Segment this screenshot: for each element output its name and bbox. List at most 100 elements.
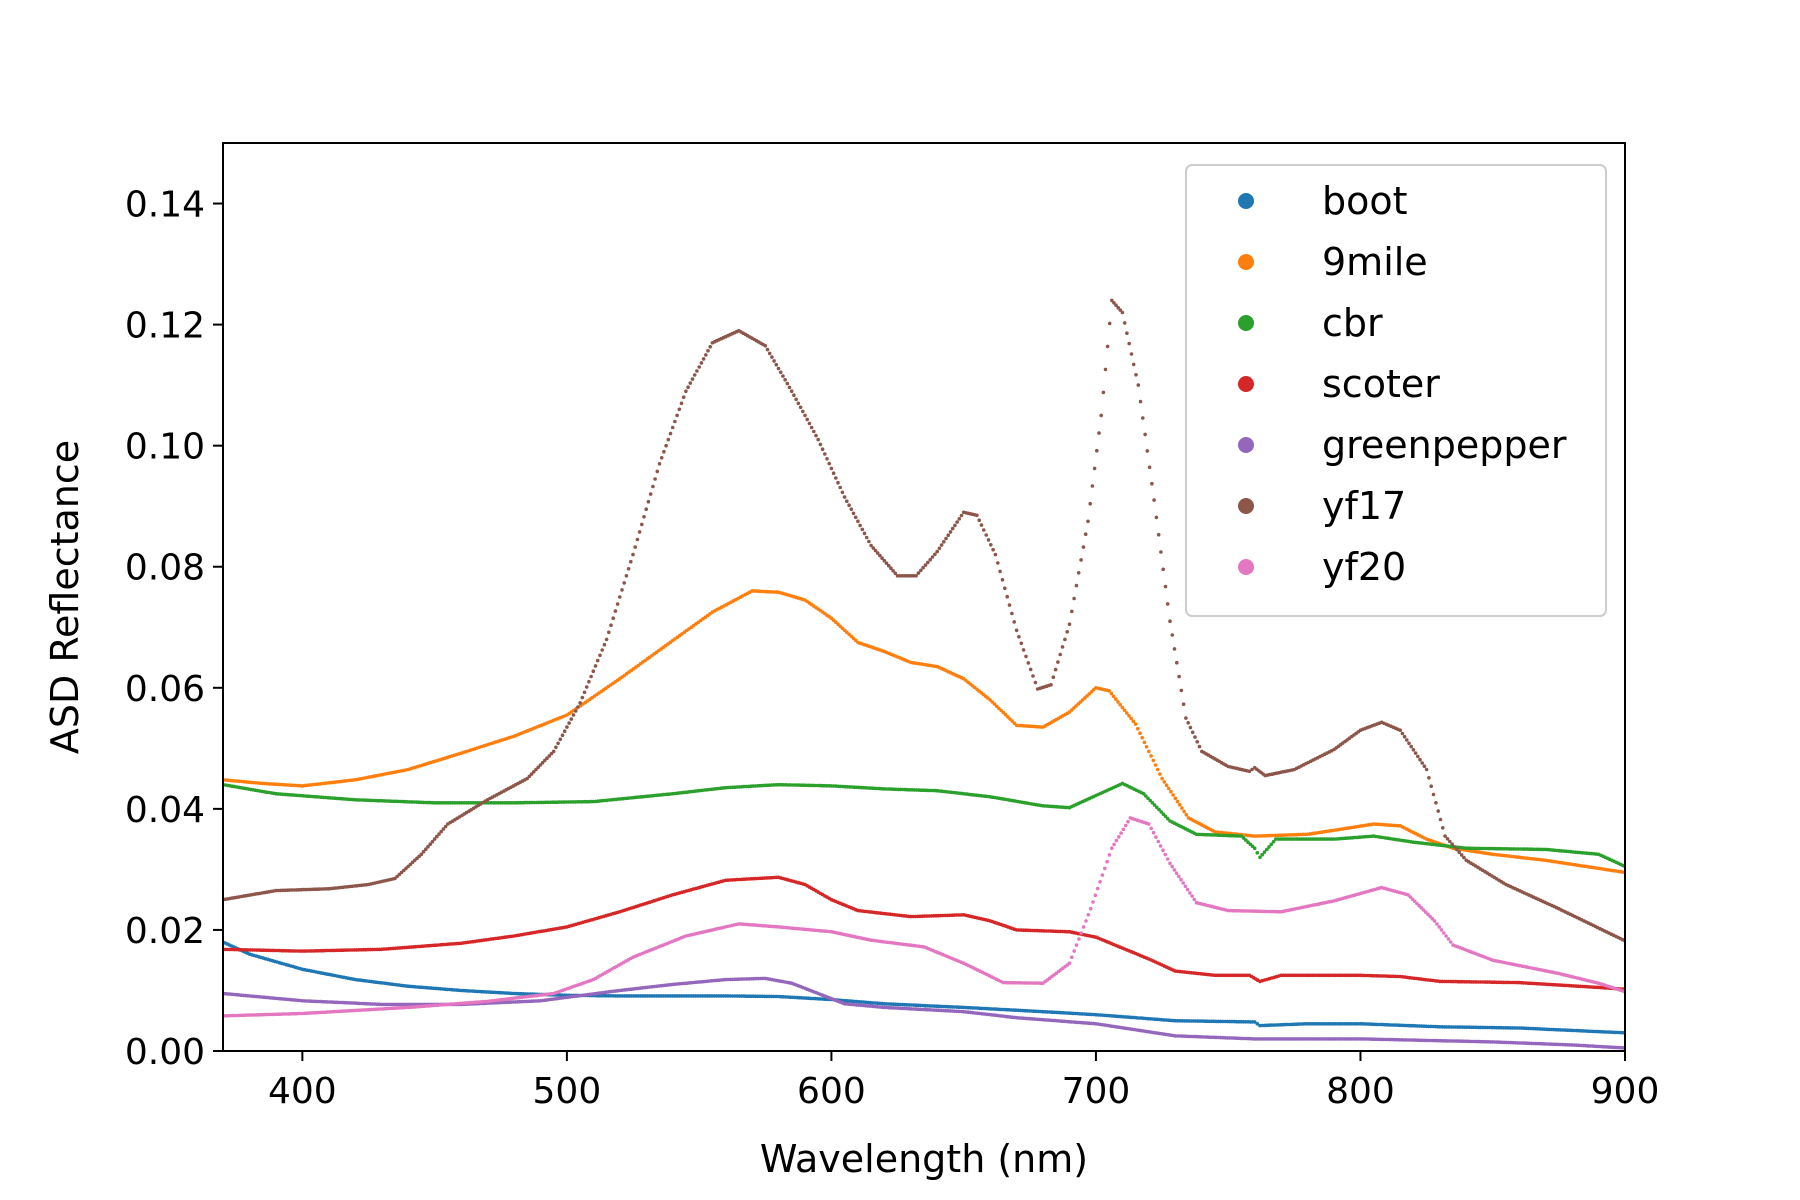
data-point-yf17 <box>1103 367 1108 372</box>
data-point-cbr <box>1267 845 1271 849</box>
data-point-yf20 <box>1430 916 1435 921</box>
data-point-yf17 <box>1172 647 1177 651</box>
data-point-yf17 <box>842 495 847 499</box>
data-point-yf17 <box>1003 586 1007 591</box>
data-point-yf17 <box>580 695 585 700</box>
y-tick-label: 0.02 <box>125 911 205 952</box>
data-point-yf17 <box>633 545 637 549</box>
data-point-yf17 <box>930 555 935 559</box>
data-point-yf17 <box>534 767 538 772</box>
data-point-yf20 <box>1079 931 1083 935</box>
data-point-yf17 <box>1409 744 1413 749</box>
data-point-yf17 <box>1179 688 1184 693</box>
data-point-yf17 <box>1074 583 1079 588</box>
data-point-yf20 <box>1188 891 1192 895</box>
data-point-yf17 <box>573 709 578 713</box>
data-point-yf17 <box>545 756 549 760</box>
data-point-yf17 <box>935 549 939 554</box>
data-point-yf17 <box>562 729 567 733</box>
data-point-yf17 <box>1420 761 1424 765</box>
data-point-cbr <box>1152 803 1157 807</box>
data-point-yf17 <box>998 569 1002 574</box>
data-point-yf17 <box>933 552 937 557</box>
data-point-yf17 <box>699 361 704 365</box>
legend-label-yf17: yf17 <box>1322 484 1406 528</box>
data-point-yf20 <box>1446 937 1451 941</box>
data-point-yf17 <box>1170 633 1175 637</box>
data-point-yf20 <box>1428 914 1432 919</box>
data-point-yf17 <box>950 526 955 531</box>
data-point-yf17 <box>798 405 803 410</box>
data-point-yf17 <box>1459 853 1464 857</box>
data-point-yf17 <box>662 449 666 454</box>
data-point-yf17 <box>812 429 816 434</box>
data-point-yf17 <box>1021 648 1026 652</box>
data-point-9mile <box>1127 714 1131 718</box>
data-point-yf17 <box>1400 731 1405 736</box>
data-point-yf17 <box>993 552 998 557</box>
data-point-yf17 <box>560 733 565 737</box>
data-point-yf20 <box>1185 887 1190 892</box>
data-point-yf17 <box>426 844 430 849</box>
data-point-yf17 <box>953 523 957 528</box>
data-point-yf17 <box>827 461 831 466</box>
data-point-yf20 <box>1103 866 1107 871</box>
data-point-yf17 <box>1127 341 1131 346</box>
data-point-9mile <box>1003 712 1008 717</box>
data-point-yf17 <box>840 490 845 495</box>
data-point-yf17 <box>1445 837 1450 841</box>
y-tick-label: 0.14 <box>125 185 205 226</box>
data-point-yf17 <box>1452 845 1457 849</box>
data-point-yf20 <box>1156 839 1161 844</box>
data-point-yf17 <box>869 543 873 548</box>
data-point-yf17 <box>1099 413 1103 418</box>
data-point-yf17 <box>653 477 657 481</box>
data-point-9mile <box>1140 735 1144 740</box>
data-point-yf17 <box>1072 596 1076 601</box>
data-point-yf20 <box>1086 913 1091 917</box>
data-point-yf20 <box>1093 893 1098 898</box>
data-point-yf20 <box>1126 819 1130 824</box>
data-point-yf17 <box>1070 609 1074 614</box>
data-point-9mile <box>1111 694 1116 699</box>
data-point-yf17 <box>554 745 558 750</box>
data-point-yf17 <box>701 357 706 361</box>
data-point-yf17 <box>525 776 529 781</box>
data-point-yf17 <box>547 754 552 758</box>
data-point-yf17 <box>1097 431 1101 435</box>
data-point-yf20 <box>1107 853 1112 857</box>
data-point-yf17 <box>421 849 426 854</box>
data-point-9mile <box>1120 705 1125 710</box>
data-point-9mile <box>992 702 997 706</box>
data-point-yf17 <box>1143 432 1147 437</box>
data-point-9mile <box>1160 776 1164 781</box>
data-point-yf17 <box>1175 660 1179 665</box>
data-point-yf17 <box>558 737 563 742</box>
data-point-yf17 <box>1110 298 1114 303</box>
data-point-yf17 <box>845 499 849 504</box>
data-point-yf17 <box>1247 769 1252 774</box>
data-point-yf17 <box>657 462 662 466</box>
data-point-yf17 <box>395 874 399 879</box>
data-point-yf17 <box>774 362 779 367</box>
legend-marker-cbr <box>1238 315 1254 331</box>
legend-marker-yf17 <box>1238 498 1254 514</box>
data-point-yf17 <box>1422 764 1427 768</box>
data-point-yf17 <box>593 664 598 668</box>
data-point-yf17 <box>1118 308 1123 312</box>
data-point-9mile <box>1129 716 1133 721</box>
data-point-yf20 <box>1084 919 1088 923</box>
data-point-cbr <box>1265 847 1269 852</box>
data-point-yf17 <box>584 685 589 689</box>
data-point-yf17 <box>785 381 790 386</box>
data-point-yf17 <box>796 401 801 406</box>
data-point-yf17 <box>642 515 646 519</box>
data-point-yf17 <box>1250 767 1254 772</box>
data-point-yf17 <box>1067 622 1072 626</box>
data-point-yf17 <box>637 530 642 534</box>
data-point-yf20 <box>1161 848 1165 852</box>
data-point-yf17 <box>765 347 770 352</box>
x-tick-label: 900 <box>1591 1071 1660 1112</box>
data-point-yf17 <box>823 452 827 456</box>
data-point-yf17 <box>829 466 834 471</box>
